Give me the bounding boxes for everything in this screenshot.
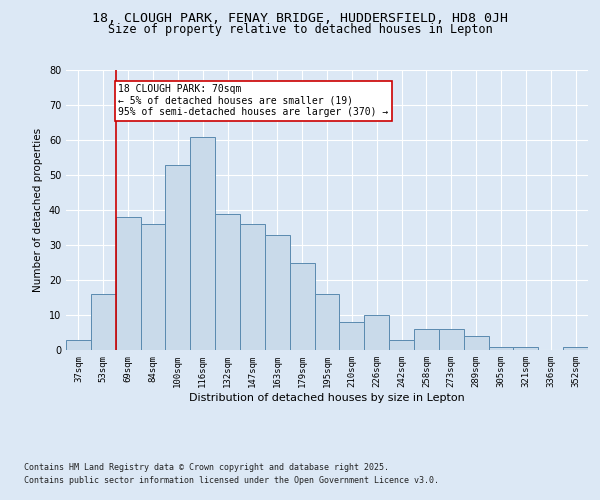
Bar (340, 322, 364, 350)
Bar (389, 340, 414, 350)
Text: 18 CLOUGH PARK: 70sqm
← 5% of detached houses are smaller (19)
95% of semi-detac: 18 CLOUGH PARK: 70sqm ← 5% of detached h… (118, 84, 388, 117)
Bar (66, 340, 91, 350)
Bar (439, 329, 464, 350)
Bar (240, 224, 265, 350)
Text: Contains HM Land Registry data © Crown copyright and database right 2025.: Contains HM Land Registry data © Crown c… (24, 464, 389, 472)
Text: 18, CLOUGH PARK, FENAY BRIDGE, HUDDERSFIELD, HD8 0JH: 18, CLOUGH PARK, FENAY BRIDGE, HUDDERSFI… (92, 12, 508, 26)
Bar (514, 346, 538, 350)
Bar (290, 262, 314, 350)
Bar (414, 329, 439, 350)
Bar (215, 214, 240, 350)
Bar (488, 346, 514, 350)
Bar (116, 217, 140, 350)
Bar (166, 164, 190, 350)
Bar (364, 315, 389, 350)
Y-axis label: Number of detached properties: Number of detached properties (33, 128, 43, 292)
Bar (563, 346, 588, 350)
Bar (190, 136, 215, 350)
Bar (91, 294, 116, 350)
Bar (464, 336, 488, 350)
X-axis label: Distribution of detached houses by size in Lepton: Distribution of detached houses by size … (189, 392, 465, 402)
Text: Size of property relative to detached houses in Lepton: Size of property relative to detached ho… (107, 22, 493, 36)
Bar (140, 224, 166, 350)
Text: Contains public sector information licensed under the Open Government Licence v3: Contains public sector information licen… (24, 476, 439, 485)
Bar (265, 234, 290, 350)
Bar (314, 294, 340, 350)
